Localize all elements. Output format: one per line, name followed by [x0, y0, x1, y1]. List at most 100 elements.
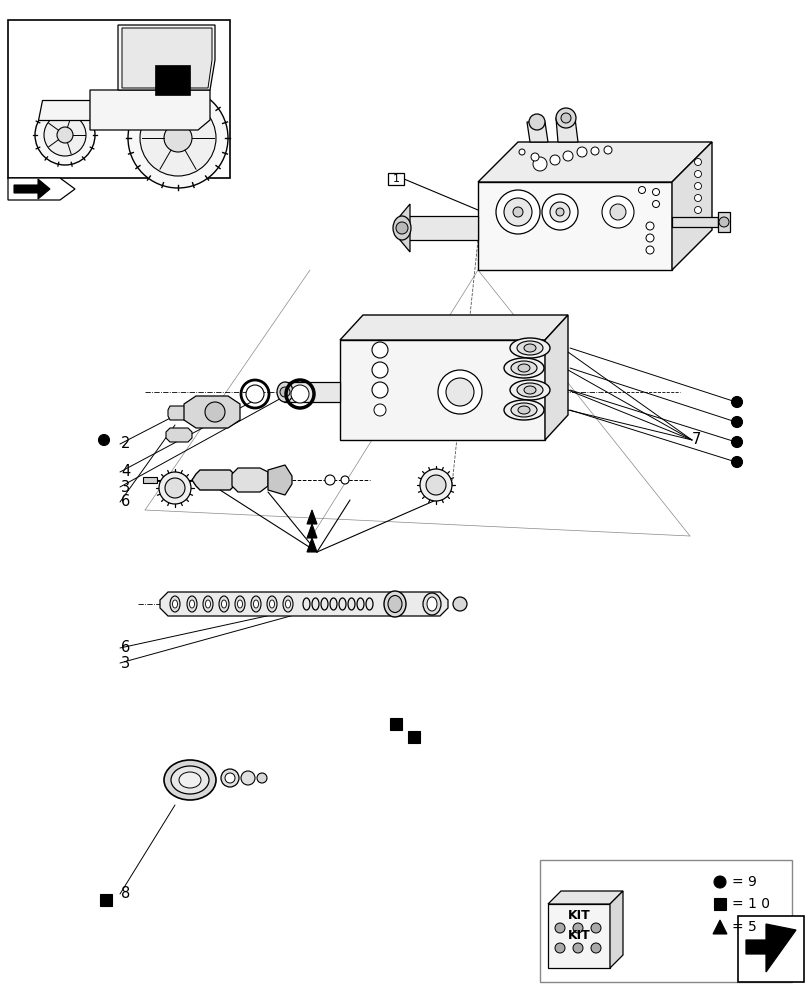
Circle shape — [549, 155, 560, 165]
Bar — [388, 173, 404, 185]
Circle shape — [601, 196, 633, 228]
Bar — [713, 898, 725, 910]
Circle shape — [693, 207, 701, 214]
Circle shape — [98, 434, 109, 446]
Bar — [407, 731, 419, 743]
Polygon shape — [160, 592, 448, 616]
Circle shape — [603, 146, 611, 154]
Ellipse shape — [246, 385, 264, 403]
Ellipse shape — [523, 344, 535, 352]
Circle shape — [426, 475, 445, 495]
Polygon shape — [400, 204, 410, 252]
Ellipse shape — [225, 773, 234, 783]
Polygon shape — [268, 465, 292, 495]
Circle shape — [731, 396, 741, 408]
Ellipse shape — [510, 403, 536, 417]
Ellipse shape — [219, 596, 229, 612]
Circle shape — [532, 157, 547, 171]
Circle shape — [419, 469, 452, 501]
Circle shape — [371, 342, 388, 358]
Circle shape — [513, 207, 522, 217]
Ellipse shape — [237, 600, 242, 608]
Circle shape — [139, 100, 216, 176]
Ellipse shape — [178, 772, 201, 788]
Circle shape — [396, 222, 407, 234]
Ellipse shape — [517, 341, 543, 355]
Polygon shape — [8, 178, 75, 200]
Polygon shape — [90, 90, 210, 130]
Circle shape — [496, 190, 539, 234]
Circle shape — [646, 234, 653, 242]
Ellipse shape — [509, 338, 549, 358]
Polygon shape — [184, 396, 240, 428]
Circle shape — [44, 114, 86, 156]
Ellipse shape — [510, 361, 536, 375]
Circle shape — [652, 201, 659, 208]
Circle shape — [637, 187, 645, 194]
Circle shape — [541, 194, 577, 230]
Ellipse shape — [427, 597, 436, 611]
Circle shape — [731, 456, 741, 468]
Ellipse shape — [241, 771, 255, 785]
Circle shape — [718, 217, 728, 227]
Circle shape — [324, 475, 335, 485]
Text: 7: 7 — [691, 432, 701, 448]
Circle shape — [693, 171, 701, 178]
Text: 8: 8 — [121, 886, 130, 902]
Text: KIT: KIT — [567, 909, 590, 922]
Polygon shape — [556, 118, 577, 142]
Ellipse shape — [393, 216, 410, 240]
Polygon shape — [478, 142, 711, 182]
Text: KIT: KIT — [567, 929, 590, 942]
Ellipse shape — [187, 596, 197, 612]
Text: 6: 6 — [121, 640, 130, 656]
Text: 6: 6 — [121, 494, 130, 510]
Polygon shape — [284, 382, 340, 402]
Polygon shape — [191, 470, 238, 490]
Bar — [155, 65, 190, 95]
Circle shape — [554, 943, 564, 953]
Circle shape — [560, 113, 570, 123]
Circle shape — [693, 159, 701, 166]
Polygon shape — [745, 924, 795, 972]
Polygon shape — [672, 217, 717, 227]
Ellipse shape — [453, 597, 466, 611]
Circle shape — [128, 88, 228, 188]
Text: 2: 2 — [121, 436, 131, 452]
Polygon shape — [712, 920, 726, 934]
Circle shape — [556, 108, 575, 128]
Circle shape — [573, 943, 582, 953]
Ellipse shape — [504, 400, 543, 420]
Circle shape — [577, 147, 586, 157]
Text: 1: 1 — [392, 174, 399, 184]
Ellipse shape — [221, 600, 226, 608]
Ellipse shape — [290, 385, 309, 403]
Bar — [100, 894, 112, 906]
Circle shape — [731, 416, 741, 428]
Circle shape — [530, 153, 539, 161]
Circle shape — [280, 387, 290, 397]
Bar — [8, 20, 230, 178]
Circle shape — [57, 127, 73, 143]
Circle shape — [609, 204, 625, 220]
Ellipse shape — [388, 595, 401, 612]
Polygon shape — [609, 891, 622, 968]
Ellipse shape — [257, 773, 267, 783]
Ellipse shape — [423, 593, 440, 615]
Text: 3: 3 — [121, 656, 130, 670]
Polygon shape — [168, 406, 195, 420]
Ellipse shape — [221, 769, 238, 787]
Ellipse shape — [517, 406, 530, 414]
Circle shape — [713, 876, 725, 888]
Circle shape — [554, 923, 564, 933]
Ellipse shape — [267, 596, 277, 612]
Circle shape — [504, 198, 531, 226]
Circle shape — [556, 208, 564, 216]
Ellipse shape — [234, 596, 245, 612]
Polygon shape — [14, 179, 50, 199]
Ellipse shape — [203, 596, 212, 612]
Circle shape — [204, 402, 225, 422]
Ellipse shape — [205, 600, 210, 608]
Ellipse shape — [189, 600, 195, 608]
Circle shape — [590, 923, 600, 933]
